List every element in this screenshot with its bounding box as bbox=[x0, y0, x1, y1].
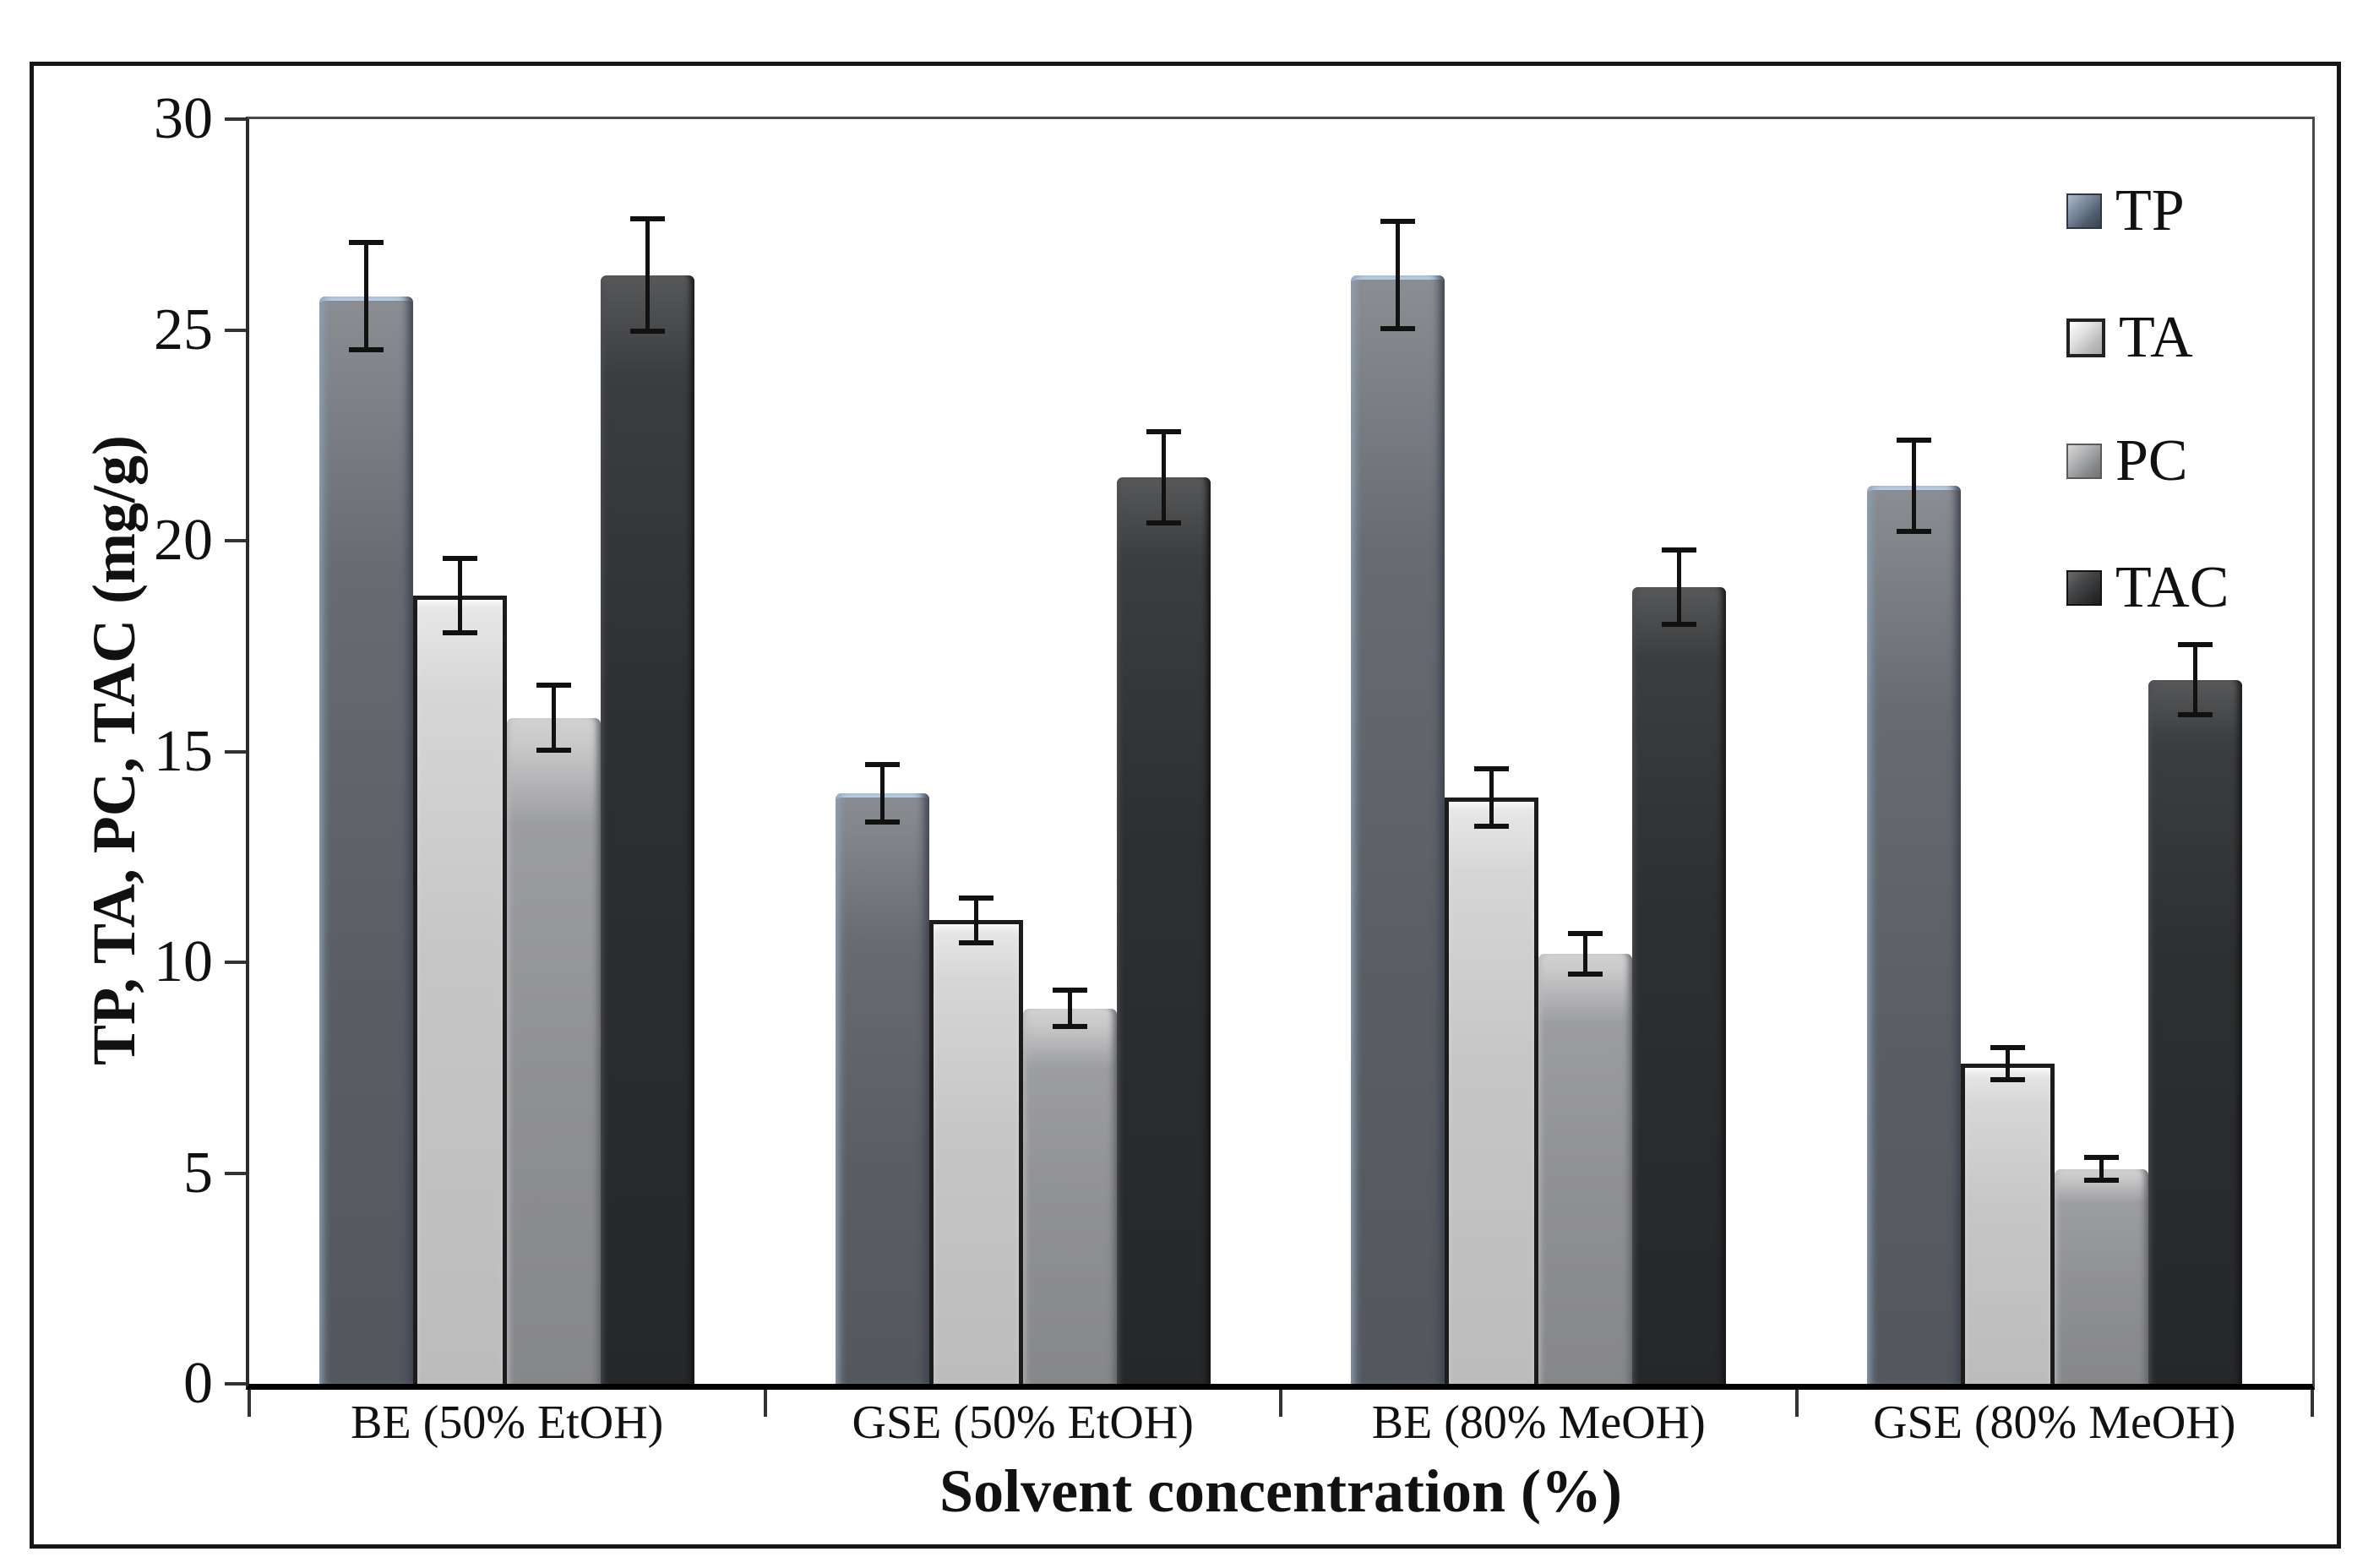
error-bar-pc-be-50-etoh bbox=[536, 682, 572, 754]
bar-tac-gse-50-etoh bbox=[1116, 477, 1211, 1384]
x-axis-title: Solvent concentration (%) bbox=[939, 1457, 1622, 1525]
y-tick-label-20: 20 bbox=[154, 508, 213, 573]
x-tick-mark-2 bbox=[1279, 1390, 1282, 1417]
y-tick-mark-5 bbox=[225, 1171, 246, 1175]
y-tick-label-10: 10 bbox=[154, 929, 213, 994]
bar-ta-be-50-etoh bbox=[413, 595, 508, 1384]
tac-legend-marker-icon bbox=[2066, 570, 2102, 606]
y-tick-label-0: 0 bbox=[183, 1351, 213, 1416]
bar-tac-gse-80-meoh bbox=[2148, 679, 2242, 1384]
bar-tac-be-50-etoh bbox=[601, 275, 695, 1384]
bar-pc-gse-80-meoh bbox=[2054, 1168, 2148, 1384]
plot-area bbox=[246, 117, 2315, 1390]
bar-tp-be-50-etoh bbox=[319, 296, 414, 1384]
legend-label-pc: PC bbox=[2115, 428, 2188, 493]
bar-ta-gse-50-etoh bbox=[928, 920, 1023, 1384]
y-tick-mark-10 bbox=[225, 961, 246, 964]
y-tick-label-15: 15 bbox=[154, 718, 213, 784]
error-bar-tp-be-80-meoh bbox=[1380, 218, 1416, 332]
x-tick-mark-4 bbox=[2311, 1390, 2314, 1417]
legend-label-ta: TA bbox=[2119, 305, 2193, 370]
legend-item-tac: TAC bbox=[2066, 549, 2229, 627]
x-tick-label-be-80-meoh: BE (80% MeOH) bbox=[1371, 1396, 1706, 1449]
bar-tac-be-80-meoh bbox=[1632, 586, 1727, 1384]
error-bar-ta-gse-80-meoh bbox=[1990, 1044, 2025, 1082]
error-bar-tp-gse-50-etoh bbox=[864, 762, 900, 825]
bar-ta-gse-80-meoh bbox=[1960, 1063, 2055, 1384]
error-bar-pc-gse-80-meoh bbox=[2083, 1154, 2119, 1184]
ta-legend-marker-icon bbox=[2066, 318, 2105, 357]
x-tick-mark-1 bbox=[763, 1390, 767, 1417]
y-tick-mark-25 bbox=[225, 328, 246, 332]
y-tick-label-30: 30 bbox=[154, 86, 213, 151]
y-tick-mark-30 bbox=[225, 117, 246, 121]
y-tick-mark-20 bbox=[225, 539, 246, 542]
y-tick-label-5: 5 bbox=[183, 1140, 213, 1206]
bar-tp-be-80-meoh bbox=[1351, 275, 1445, 1384]
bar-ta-be-80-meoh bbox=[1445, 798, 1539, 1384]
legend-label-tp: TP bbox=[2115, 178, 2185, 243]
pc-legend-marker-icon bbox=[2066, 444, 2102, 479]
error-bar-ta-be-80-meoh bbox=[1474, 766, 1510, 830]
x-tick-mark-3 bbox=[1794, 1390, 1799, 1417]
x-tick-label-gse-80-meoh: GSE (80% MeOH) bbox=[1873, 1396, 2236, 1449]
x-tick-label-be-50-etoh: BE (50% EtOH) bbox=[351, 1396, 664, 1449]
error-bar-tp-be-50-etoh bbox=[349, 239, 384, 353]
bar-pc-gse-50-etoh bbox=[1022, 1008, 1117, 1384]
bar-tp-gse-80-meoh bbox=[1866, 486, 1961, 1384]
error-bar-ta-be-50-etoh bbox=[443, 555, 478, 635]
y-tick-mark-15 bbox=[225, 749, 246, 754]
x-tick-label-gse-50-etoh: GSE (50% EtOH) bbox=[852, 1396, 1194, 1449]
tp-legend-marker-icon bbox=[2066, 193, 2102, 229]
x-tick-mark-0 bbox=[248, 1390, 251, 1417]
legend-item-tp: TP bbox=[2066, 172, 2185, 250]
error-bar-pc-be-80-meoh bbox=[1568, 931, 1603, 977]
legend-label-tac: TAC bbox=[2115, 555, 2229, 620]
error-bar-tac-be-50-etoh bbox=[630, 216, 666, 334]
bar-pc-be-50-etoh bbox=[507, 717, 602, 1384]
error-bar-ta-gse-50-etoh bbox=[958, 895, 994, 945]
error-bar-tac-gse-50-etoh bbox=[1146, 429, 1181, 525]
legend-item-ta: TA bbox=[2066, 299, 2193, 377]
error-bar-tac-gse-80-meoh bbox=[2177, 642, 2213, 717]
y-tick-label-25: 25 bbox=[154, 297, 213, 362]
error-bar-pc-gse-50-etoh bbox=[1052, 988, 1087, 1030]
y-tick-mark-0 bbox=[225, 1382, 246, 1386]
error-bar-tac-be-80-meoh bbox=[1662, 547, 1697, 627]
bar-tp-gse-50-etoh bbox=[835, 793, 929, 1384]
error-bar-tp-gse-80-meoh bbox=[1896, 438, 1931, 534]
bar-pc-be-80-meoh bbox=[1538, 954, 1633, 1384]
legend-item-pc: PC bbox=[2066, 422, 2188, 500]
